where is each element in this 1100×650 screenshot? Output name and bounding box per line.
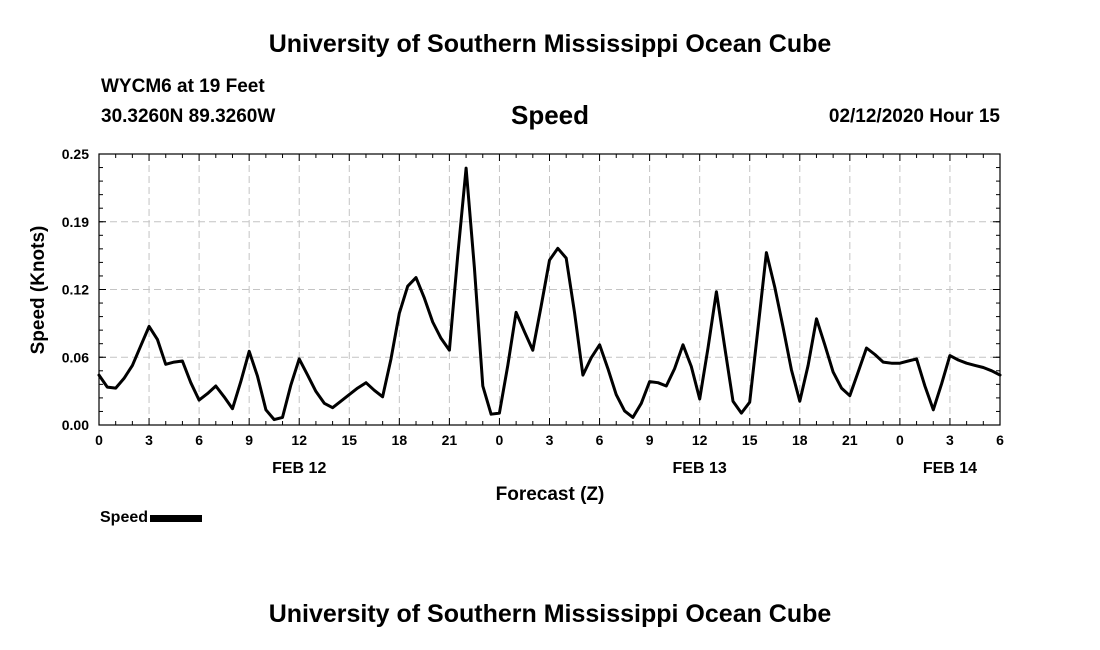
date-label: FEB 13: [673, 460, 727, 477]
x-tick-label: 6: [596, 432, 604, 448]
footer-title: University of Southern Mississippi Ocean…: [268, 600, 832, 628]
x-tick-label: 15: [341, 432, 357, 448]
date-label: FEB 12: [272, 460, 326, 477]
y-tick-label: 0.06: [62, 349, 89, 365]
x-tick-label: 15: [742, 432, 758, 448]
forecast-datetime: 02/12/2020 Hour 15: [828, 106, 1000, 127]
chart-title: Speed: [510, 100, 590, 130]
x-tick-label: 3: [546, 432, 554, 448]
x-axis-label: Forecast (Z): [496, 484, 605, 505]
chart-legend: Speed: [100, 509, 203, 527]
x-tick-label: 21: [442, 432, 458, 448]
x-tick-label: 12: [692, 432, 708, 448]
plot-frame: [98, 153, 1001, 426]
y-tick-label: 0.12: [62, 282, 89, 298]
page-title: University of Southern Mississippi Ocean…: [268, 30, 832, 58]
x-tick-label: 9: [646, 432, 654, 448]
speed-series-line: [97, 166, 1002, 422]
station-coordinates: 30.3260N 89.3260W: [101, 106, 276, 127]
y-tick-label: 0.00: [62, 417, 89, 433]
x-tick-label: 3: [946, 432, 954, 448]
x-tick-label: 3: [145, 432, 153, 448]
x-tick-label: 6: [996, 432, 1004, 448]
legend-label: Speed: [100, 509, 149, 526]
y-tick-label: 0.19: [62, 214, 89, 230]
x-tick-label: 0: [496, 432, 504, 448]
legend-line-swatch: [150, 514, 203, 522]
x-tick-label: 18: [392, 432, 408, 448]
chart-grid: [99, 154, 1000, 425]
x-tick-label: 12: [291, 432, 307, 448]
y-tick-label: 0.25: [62, 146, 89, 162]
date-label: FEB 14: [923, 460, 977, 477]
x-tick-label: 21: [842, 432, 858, 448]
x-tick-label: 18: [792, 432, 808, 448]
x-tick-label: 0: [896, 432, 904, 448]
x-tick-label: 9: [245, 432, 253, 448]
x-tick-label: 0: [95, 432, 103, 448]
x-tick-label: 6: [195, 432, 203, 448]
chart-series: [97, 166, 1002, 422]
y-axis-label: Speed (Knots): [28, 226, 49, 355]
chart-tick-labels: 0 3 6 9 12 15 18 21 0 3 6 9 12 15 18 21 0 3 6 0.00 0.06 0.12 0…: [62, 146, 1004, 477]
station-label: WYCM6 at 19 Feet: [101, 76, 265, 97]
